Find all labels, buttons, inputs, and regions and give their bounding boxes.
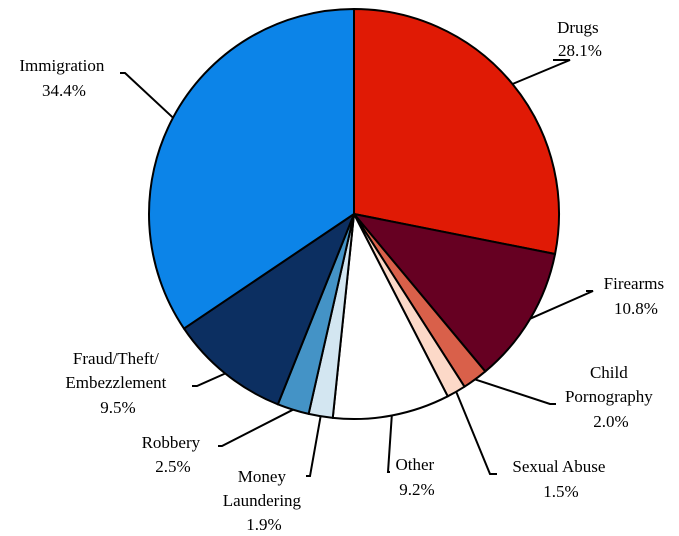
leader-line-immigration [120, 72, 174, 119]
label-child-pornography-category-line2: Pornography [565, 387, 653, 406]
svg-text:Child Pornography: Child Pornography 2.0% [565, 363, 657, 431]
leader-line-sexual-abuse [455, 391, 497, 475]
leader-line-money-laundering [306, 416, 322, 477]
label-robbery-value: 2.5% [155, 457, 190, 476]
label-immigration-category: Immigration [19, 56, 104, 75]
svg-text:Robbery 2.5%: Robbery 2.5% [142, 433, 205, 476]
label-fraud-category-line1: Fraud/Theft/ [73, 349, 159, 368]
label-sexual-abuse-value: 1.5% [543, 482, 578, 501]
leader-line-drugs [512, 59, 571, 85]
label-money-laundering-category-line2: Laundering [223, 491, 302, 510]
label-money-laundering-value: 1.9% [246, 515, 281, 534]
label-firearms-category: Firearms [604, 274, 664, 293]
label-immigration-value: 34.4% [42, 81, 86, 100]
label-other-category: Other [396, 455, 435, 474]
label-sexual-abuse-category: Sexual Abuse [512, 457, 605, 476]
label-drugs-value: 28.1% [558, 41, 602, 60]
pie-slice-other [331, 213, 449, 420]
label-money-laundering-category-line1: Money [238, 467, 287, 486]
svg-text:Drugs 28.1%: Drugs 28.1% [557, 18, 603, 60]
label-firearms-value: 10.8% [614, 299, 658, 318]
label-fraud-category-line2: Embezzlement [65, 373, 166, 392]
svg-text:Other 9.2%: Other 9.2% [396, 455, 439, 499]
svg-text:Sexual Abuse 1.5%: Sexual Abuse 1.5% [512, 457, 609, 501]
svg-text:Firearms 10.8%: Firearms 10.8% [604, 274, 669, 318]
leader-lines [120, 59, 594, 477]
label-other-value: 9.2% [399, 480, 434, 499]
leader-line-fraud-theft-embezzlement [192, 372, 226, 387]
label-robbery-category: Robbery [142, 433, 201, 452]
svg-text:Money Laundering 1: Money Laundering 1.9% [223, 467, 306, 534]
leader-line-robbery [218, 408, 294, 447]
slice-labels: Drugs 28.1% Firearms 10.8% Child Pornogr… [19, 18, 669, 534]
leader-line-child-pornography [474, 378, 556, 405]
svg-text:Fraud/Theft/ Embezzlemen: Fraud/Theft/ Embezzlement 9.5% [65, 349, 170, 417]
leader-line-other [386, 415, 393, 473]
pie-slices [148, 8, 560, 420]
pie-slice-immigration [148, 8, 355, 330]
label-drugs-category: Drugs [557, 18, 599, 37]
leader-line-firearms [529, 290, 594, 320]
pie-slice-fraud-theft-embezzlement [182, 213, 355, 406]
label-fraud-value: 9.5% [100, 398, 135, 417]
pie-slice-drugs [353, 8, 560, 256]
label-child-pornography-value: 2.0% [593, 412, 628, 431]
svg-text:Immigration 34.4%: Immigration 34.4% [19, 56, 108, 100]
label-child-pornography-category-line1: Child [590, 363, 628, 382]
